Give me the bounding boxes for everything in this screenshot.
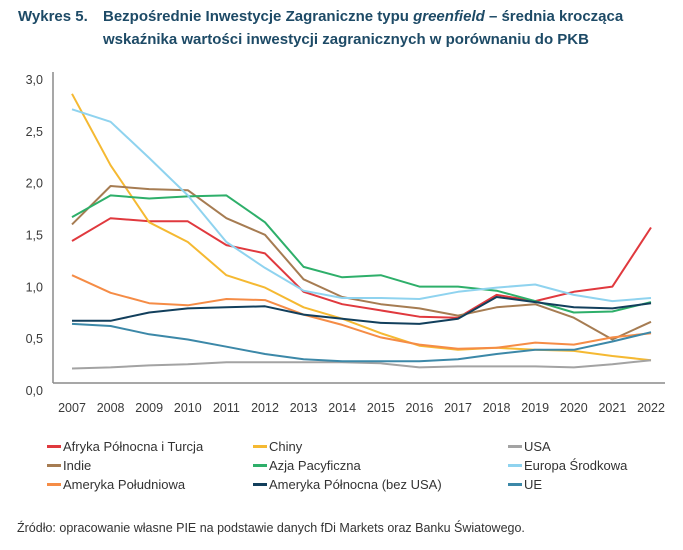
x-tick-label: 2010 xyxy=(174,401,202,415)
x-tick-label: 2008 xyxy=(97,401,125,415)
legend-swatch xyxy=(47,464,61,467)
legend-label: Indie xyxy=(63,458,92,473)
series-line-europa-srodkowa xyxy=(71,108,652,303)
x-tick-label: 2016 xyxy=(405,401,433,415)
title-italic-term: greenfield xyxy=(413,8,485,25)
y-tick-label: 3,0 xyxy=(26,73,43,87)
x-tick-label: 2017 xyxy=(444,401,472,415)
series-line-ameryka-poludniowa xyxy=(71,274,652,350)
legend: Afryka Północna i Turcja Chiny USA Indie Azj… xyxy=(0,437,683,497)
series-line-azja-pacyficzna xyxy=(71,194,652,314)
legend-label: Azja Pacyficzna xyxy=(269,458,361,473)
x-tick-label: 2013 xyxy=(290,401,318,415)
y-tick-label: 1,0 xyxy=(26,280,43,294)
line-chart: 0,0 0,5 1,0 1,5 2,0 2,5 3,0 2007 2008 2009 2010 201… xyxy=(26,72,665,415)
legend-label: UE xyxy=(524,477,543,492)
legend-item: UE xyxy=(508,475,542,494)
title-line-1-post: – średnia krocząca xyxy=(484,8,624,25)
legend-label: Europa Środkowa xyxy=(524,458,628,473)
legend-label: Ameryka Południowa xyxy=(63,477,186,492)
x-tick-label: 2007 xyxy=(58,401,86,415)
x-tick-label: 2012 xyxy=(251,401,279,415)
legend-item: Ameryka Południowa xyxy=(47,475,185,494)
y-tick-label: 0,5 xyxy=(26,332,43,346)
legend-item: Azja Pacyficzna xyxy=(253,456,361,475)
x-tick-label: 2014 xyxy=(328,401,356,415)
x-tick-label: 2020 xyxy=(560,401,588,415)
y-tick-label: 2,0 xyxy=(26,177,43,191)
series-line-indie xyxy=(71,185,652,341)
x-tick-label: 2018 xyxy=(483,401,511,415)
x-tick-label: 2019 xyxy=(521,401,549,415)
legend-swatch xyxy=(508,483,522,486)
y-tick-label: 0,0 xyxy=(26,384,43,398)
y-tick-label: 1,5 xyxy=(26,229,43,243)
legend-item: Europa Środkowa xyxy=(508,456,627,475)
series-line-afryka-polnocna-i-turcja xyxy=(71,217,652,319)
legend-swatch xyxy=(47,483,61,486)
legend-item: Chiny xyxy=(253,437,302,456)
series-line-usa xyxy=(71,359,652,370)
series-lines xyxy=(71,93,652,370)
axes: 0,0 0,5 1,0 1,5 2,0 2,5 3,0 2007 2008 2009 2010 201… xyxy=(26,72,665,415)
source-note: Źródło: opracowanie własne PIE na podsta… xyxy=(17,521,525,535)
legend-label: Chiny xyxy=(269,439,303,454)
legend-item: Indie xyxy=(47,456,91,475)
legend-label: USA xyxy=(524,439,551,454)
title-line-1-pre: Bezpośrednie Inwestycje Zagraniczne typu xyxy=(103,8,414,25)
legend-item: USA xyxy=(508,437,551,456)
legend-item: Ameryka Północna (bez USA) xyxy=(253,475,442,494)
legend-swatch xyxy=(47,445,61,448)
figure-label: Wykres 5. xyxy=(18,8,88,25)
legend-swatch xyxy=(253,464,267,467)
legend-label: Ameryka Północna (bez USA) xyxy=(269,477,442,492)
legend-swatch xyxy=(508,464,522,467)
title-line-2: wskaźnika wartości inwestycji zagraniczn… xyxy=(103,31,589,48)
series-line-ue xyxy=(71,322,652,363)
x-tick-label: 2021 xyxy=(598,401,626,415)
x-tick-label: 2009 xyxy=(135,401,163,415)
legend-swatch xyxy=(253,445,267,448)
legend-item: Afryka Północna i Turcja xyxy=(47,437,203,456)
legend-swatch xyxy=(508,445,522,448)
title-line-1: Bezpośrednie Inwestycje Zagraniczne typu… xyxy=(103,5,623,28)
legend-label: Afryka Północna i Turcja xyxy=(63,439,204,454)
x-tick-label: 2011 xyxy=(213,401,240,415)
x-tick-label: 2015 xyxy=(367,401,395,415)
x-tick-label: 2022 xyxy=(637,401,665,415)
legend-swatch xyxy=(253,483,267,486)
y-tick-label: 2,5 xyxy=(26,125,43,139)
series-line-ameryka-polnocna-bez-usa xyxy=(72,296,652,325)
